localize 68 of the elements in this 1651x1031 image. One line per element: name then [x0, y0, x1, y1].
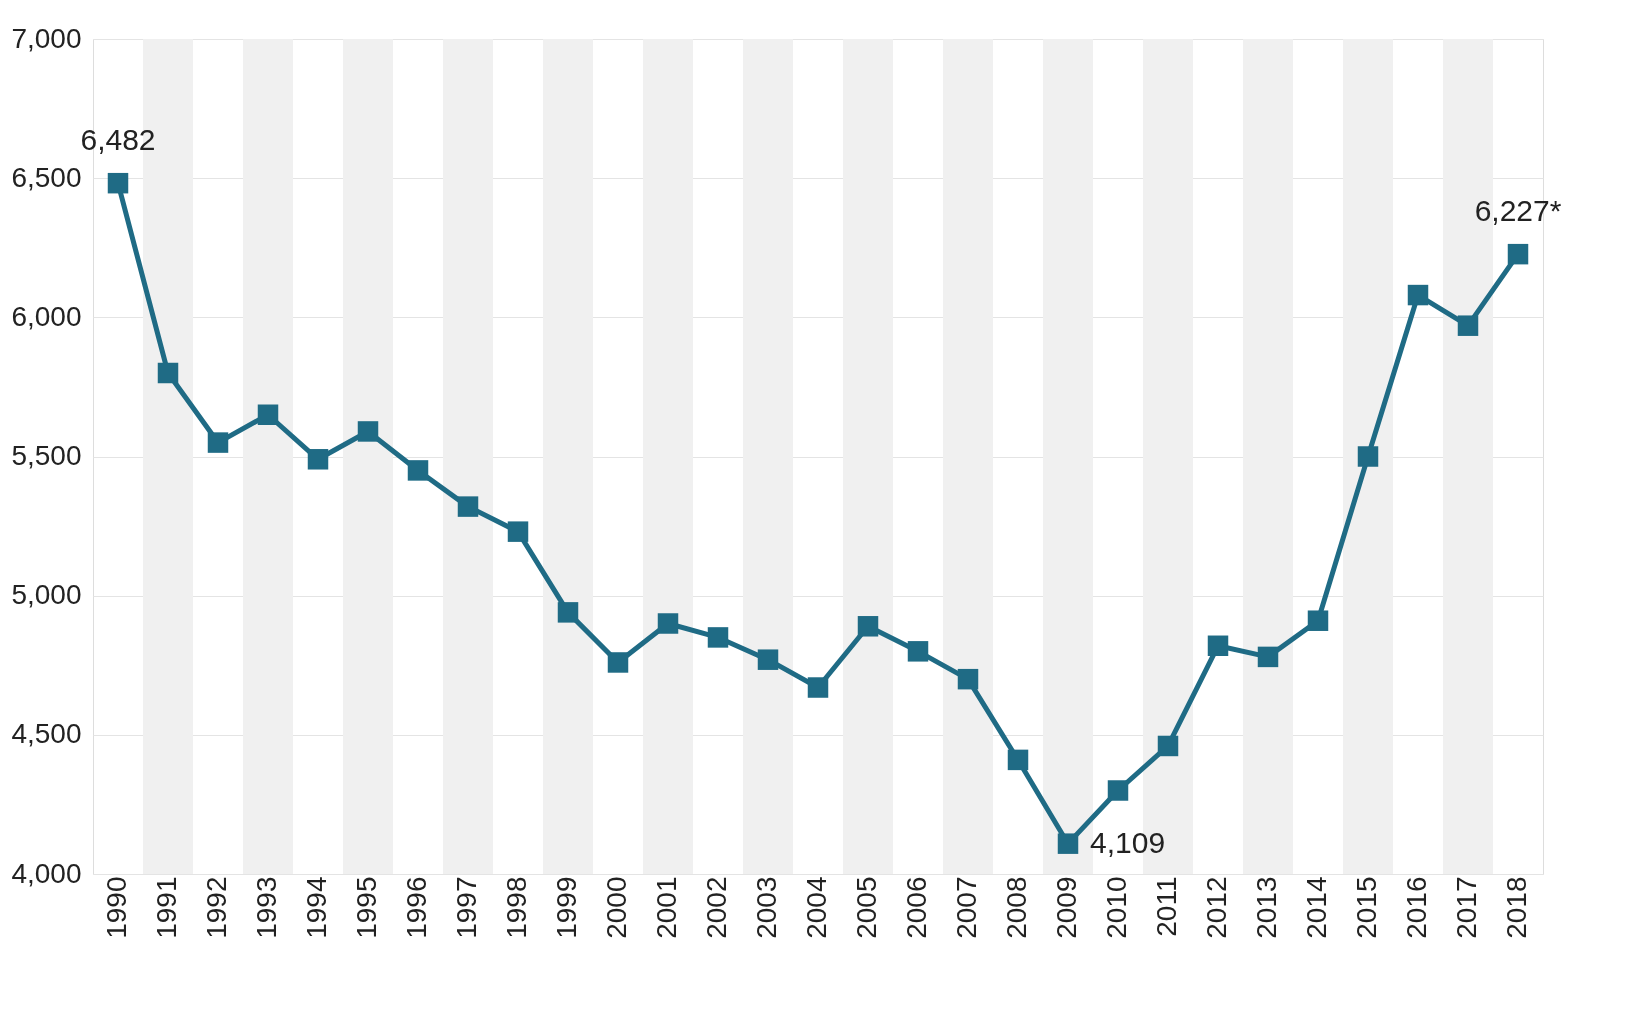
x-tick-label: 1996 [401, 876, 432, 939]
x-tick-label: 2017 [1451, 876, 1482, 939]
point [457, 496, 479, 517]
x-tick-label: 1993 [251, 876, 282, 939]
point [207, 432, 229, 453]
x-tick-label: 1994 [301, 876, 332, 939]
y-tick-label: 6,000 [11, 300, 82, 332]
point [857, 616, 879, 637]
x-tick-label: 2015 [1351, 876, 1382, 939]
point [507, 521, 529, 542]
point [707, 627, 729, 648]
point [407, 460, 429, 481]
x-tick-label: 1990 [101, 876, 132, 939]
data-label: 6,482 [80, 123, 156, 157]
x-tick-label: 2002 [701, 876, 732, 939]
point [1157, 735, 1179, 757]
point [1507, 243, 1529, 265]
point [357, 421, 379, 442]
x-tick-label: 2013 [1251, 876, 1282, 939]
point [607, 652, 629, 673]
x-tick-label: 1999 [551, 876, 582, 939]
x-tick-label: 1991 [151, 876, 182, 939]
x-tick-label: 2012 [1201, 876, 1232, 939]
point [1107, 780, 1129, 801]
point [1357, 446, 1379, 467]
point [1407, 284, 1429, 306]
y-tick-label: 7,000 [11, 22, 82, 54]
x-tick-label: 2004 [801, 876, 832, 939]
point [1457, 315, 1479, 336]
y-tick-label: 6,500 [11, 161, 82, 193]
point [1207, 635, 1229, 657]
y-tick-label: 4,500 [11, 718, 82, 750]
point [1257, 646, 1279, 668]
point [957, 668, 979, 690]
x-tick-label: 1998 [501, 876, 532, 939]
x-tick-label: 2006 [901, 876, 932, 939]
x-tick-label: 2005 [851, 876, 882, 939]
x-tick-label: 2018 [1501, 876, 1532, 939]
point [307, 449, 329, 470]
point [157, 362, 179, 384]
y-tick-label: 5,500 [11, 440, 82, 471]
point [557, 602, 579, 623]
data-label: 4,109 [1090, 825, 1166, 859]
data-label: 6,227* [1474, 194, 1562, 228]
point [757, 649, 779, 670]
x-tick-label: 2010 [1101, 876, 1132, 939]
x-tick-label: 2009 [1051, 876, 1082, 939]
x-tick-label: 2016 [1401, 876, 1432, 939]
x-tick-label: 2008 [1001, 876, 1032, 939]
x-tick-label: 2003 [751, 876, 782, 939]
x-tick-label: 2001 [651, 876, 682, 939]
x-tick-label: 1992 [201, 876, 232, 939]
point [1307, 610, 1329, 631]
x-tick-label: 1997 [451, 876, 482, 939]
point [1007, 749, 1029, 771]
point [107, 172, 129, 194]
y-tick-label: 4,000 [11, 857, 82, 889]
point [257, 404, 279, 425]
point [907, 641, 929, 662]
x-tick-label: 2007 [951, 876, 982, 939]
y-tick-label: 5,000 [11, 579, 82, 611]
point [1057, 833, 1079, 854]
x-tick-label: 1995 [351, 876, 382, 939]
point [657, 613, 679, 634]
point [807, 677, 829, 698]
x-tick-label: 2011 [1151, 876, 1182, 937]
x-tick-label: 2014 [1301, 876, 1332, 939]
x-tick-label: 2000 [601, 876, 632, 939]
